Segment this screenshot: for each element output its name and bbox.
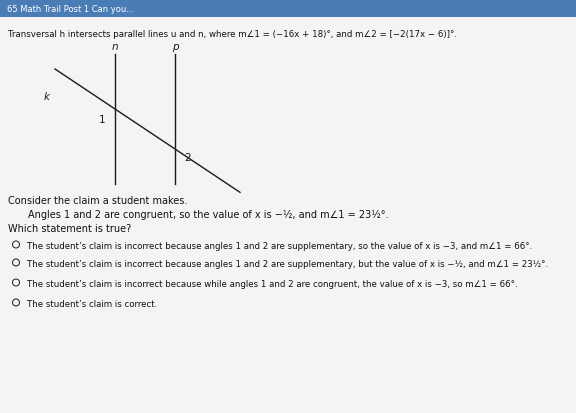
- Text: The student’s claim is incorrect because while angles 1 and 2 are congruent, the: The student’s claim is incorrect because…: [27, 279, 518, 288]
- Text: The student’s claim is incorrect because angles 1 and 2 are supplementary, so th: The student’s claim is incorrect because…: [27, 242, 532, 250]
- Text: Consider the claim a student makes.: Consider the claim a student makes.: [8, 195, 187, 206]
- Text: 2: 2: [185, 153, 191, 163]
- Text: Transversal h intersects parallel lines u and n, where m∠1 = (−16x + 18)°, and m: Transversal h intersects parallel lines …: [8, 30, 457, 39]
- Text: 65 Math Trail Post 1 Can you...: 65 Math Trail Post 1 Can you...: [7, 5, 134, 14]
- Text: n: n: [112, 42, 118, 52]
- Text: The student’s claim is incorrect because angles 1 and 2 are supplementary, but t: The student’s claim is incorrect because…: [27, 259, 548, 268]
- Text: p: p: [172, 42, 179, 52]
- Text: 1: 1: [98, 115, 105, 125]
- Text: k: k: [44, 92, 50, 102]
- Text: Angles 1 and 2 are congruent, so the value of x is −½, and m∠1 = 23½°.: Angles 1 and 2 are congruent, so the val…: [28, 209, 388, 220]
- Text: Which statement is true?: Which statement is true?: [8, 223, 131, 233]
- FancyBboxPatch shape: [0, 18, 576, 413]
- Bar: [0, 0, 576, 18]
- Text: The student’s claim is correct.: The student’s claim is correct.: [27, 299, 157, 308]
